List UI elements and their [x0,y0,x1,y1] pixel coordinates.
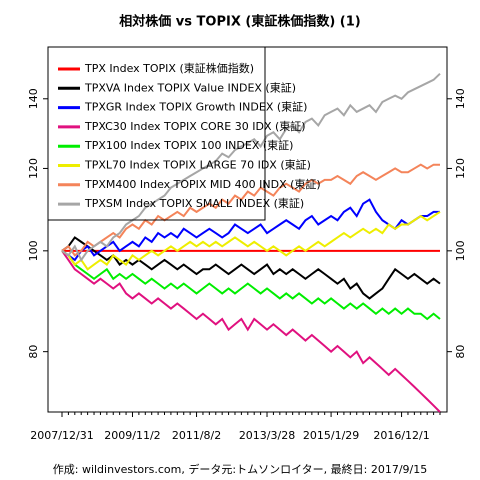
x-tick-label: 2007/12/31 [30,429,93,442]
y-tick-label: 140 [27,88,40,109]
legend-label: TPXL70 Index TOPIX LARGE 70 IDX (東証) [84,159,311,172]
legend-label: TPXM400 Index TOPIX MID 400 INDX (東証) [84,178,321,191]
legend-label: TPXSM Index TOPIX SMALL INDEX (東証) [84,197,304,210]
source-note: 作成: wildinvestors.com, データ元:トムソンロイター, 最終… [53,462,427,476]
legend-box [47,46,266,221]
x-tick-label: 2011/8/2 [172,429,221,442]
y-tick-label: 120 [27,158,40,179]
x-tick-label: 2016/12/1 [373,429,429,442]
legend-label: TPXGR Index TOPIX Growth INDEX (東証) [84,101,307,114]
legend-label: TPXC30 Index TOPIX CORE 30 IDX (東証) [84,120,306,133]
y2-tick-label: 100 [454,240,467,261]
y2-tick-label: 140 [454,88,467,109]
series-line [61,250,441,321]
series-line [61,250,441,413]
series-line [61,163,440,257]
y-tick-label: 100 [27,240,40,261]
series-line [61,236,441,300]
y2-tick-label: 80 [454,345,467,359]
legend-label: TPXVA Index TOPIX Value INDEX (東証) [84,81,296,94]
y-tick-label: 80 [27,345,40,359]
y2-tick-label: 120 [454,158,467,179]
x-tick-label: 2013/3/28 [239,429,295,442]
x-tick-label: 2009/11/2 [104,429,160,442]
legend-label: TPX100 Index TOPIX 100 INDEX (東証) [84,139,293,152]
chart-title: 相対株価 vs TOPIX (東証株価指数) (1) [119,14,360,30]
legend-label: TPX Index TOPIX (東証株価指数) [84,61,254,75]
series-line [61,198,440,262]
series-line [61,211,441,271]
x-tick-label: 2015/1/29 [303,429,359,442]
series-line [61,72,441,262]
